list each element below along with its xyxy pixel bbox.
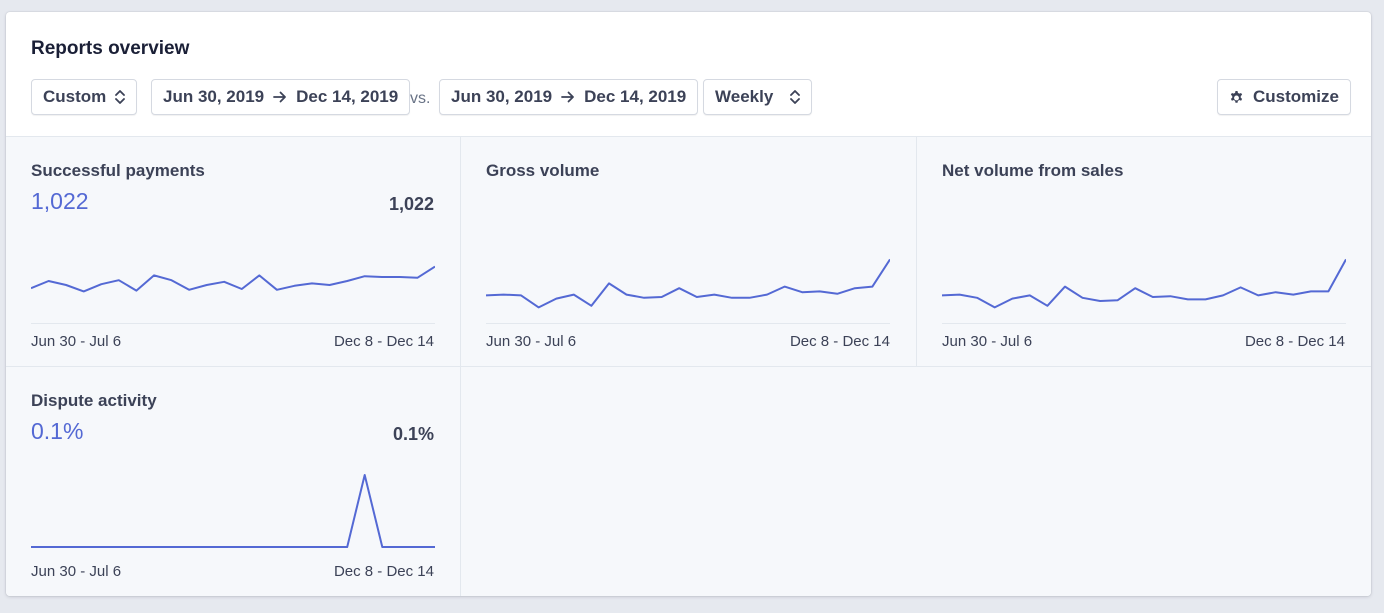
tile-start-label: Jun 30 - Jul 6 [31,333,122,350]
tile-gross-volume[interactable]: Gross volume Jun 30 - Jul 6 Dec 8 - Dec … [461,137,916,367]
gear-icon [1229,90,1244,105]
tile-end-label: Dec 8 - Dec 14 [789,333,890,350]
grid-divider [460,137,461,367]
period-start-date: Jun 30, 2019 [163,87,265,106]
tile-end-label: Dec 8 - Dec 14 [333,333,434,350]
series-line [486,258,890,309]
sparkline-chart [486,258,890,324]
series-line [31,474,435,548]
tile-successful-payments[interactable]: Successful payments 1,022 1,022 Jun 30 -… [6,137,460,367]
tile-value: 1,022 [31,188,89,214]
tile-title: Dispute activity [31,391,157,410]
date-range-select-label: Custom [43,87,107,106]
compare-date-range-button[interactable]: Jun 30, 2019 Dec 14, 2019 [439,79,699,115]
tile-compare-value: 1,022 [388,194,434,214]
sparkline-chart [942,258,1346,324]
page-title: Reports overview [31,38,190,59]
series-line [942,258,1346,309]
customize-button[interactable]: Customize [1217,79,1351,115]
vs-label: vs. [410,90,431,107]
tile-title: Net volume from sales [942,161,1124,180]
reports-header: Reports overview Custom Jun 30, 2019 Dec… [6,12,1371,136]
reports-grid: Successful payments 1,022 1,022 Jun 30 -… [6,136,1371,596]
sparkline-chart [31,265,435,324]
tile-net-volume-from-sales[interactable]: Net volume from sales Jun 30 - Jul 6 Dec… [917,137,1371,367]
series-line [31,265,435,293]
grid-divider [6,366,1371,367]
reports-overview-card: Reports overview Custom Jun 30, 2019 Dec… [6,12,1371,596]
tile-start-label: Jun 30 - Jul 6 [31,563,122,580]
tile-end-label: Dec 8 - Dec 14 [333,563,434,580]
tile-value: 0.1% [31,418,84,444]
interval-select[interactable]: Weekly [703,79,813,115]
sparkline-chart [31,474,435,548]
customize-label: Customize [1253,87,1339,106]
tile-start-label: Jun 30 - Jul 6 [486,333,577,350]
interval-select-label: Weekly [715,87,774,106]
tile-compare-value: 0.1% [392,424,434,444]
tile-title: Gross volume [486,161,600,180]
compare-start-date: Jun 30, 2019 [451,87,553,106]
chevron-up-down-icon [790,89,801,105]
period-end-date: Dec 14, 2019 [296,87,399,106]
arrow-right-icon [273,91,287,103]
tile-dispute-activity[interactable]: Dispute activity 0.1% 0.1% Jun 30 - Jul … [6,367,460,596]
tile-title: Successful payments [31,161,205,180]
chevron-up-down-icon [115,89,126,105]
tile-start-label: Jun 30 - Jul 6 [942,333,1033,350]
tile-end-label: Dec 8 - Dec 14 [1244,333,1345,350]
grid-divider [460,367,461,596]
compare-end-date: Dec 14, 2019 [584,87,687,106]
grid-divider [916,137,917,367]
period-date-range-button[interactable]: Jun 30, 2019 Dec 14, 2019 [151,79,411,115]
date-range-select[interactable]: Custom [31,79,138,115]
arrow-right-icon [561,91,575,103]
